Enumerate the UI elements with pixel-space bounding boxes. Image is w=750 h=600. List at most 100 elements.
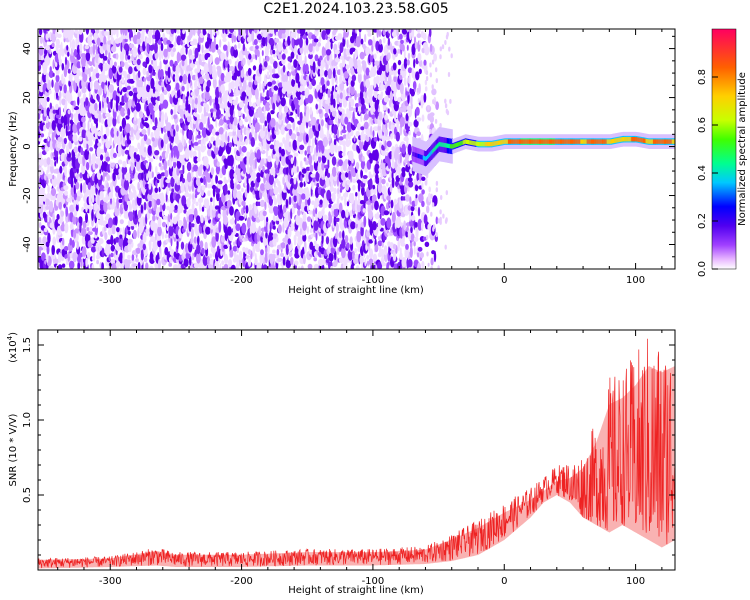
spectrogram-noise-cell [141, 129, 147, 135]
spectrogram-noise-cell [164, 151, 169, 159]
spectrogram-noise-cell [226, 226, 232, 236]
spectrogram-signal-core [526, 139, 529, 144]
spectrogram-signal-core [428, 153, 430, 159]
spectrogram-signal-core [456, 142, 458, 147]
spectrogram-noise-cell [417, 262, 422, 269]
spectrogram-noise-cell [258, 225, 261, 236]
spectrogram-noise-cell [407, 121, 413, 127]
spectrogram-noise-cell [341, 209, 346, 219]
spectrogram-noise-cell [76, 194, 81, 202]
spectrogram-noise-cell [45, 116, 49, 124]
spectrogram-noise-cell [87, 182, 92, 190]
spectrogram-noise-cell [228, 142, 233, 148]
spectrogram-noise-cell [193, 141, 199, 146]
spectrogram-noise-cell [217, 66, 222, 78]
spectrogram-noise-cell [50, 187, 57, 197]
spectrogram-noise-cell [69, 119, 73, 125]
spectrogram-noise-cell [145, 213, 148, 225]
spectrogram-signal-core [447, 143, 449, 148]
spectrogram-noise-cell [288, 159, 291, 169]
spectrogram-noise-cell [210, 29, 213, 40]
spectrogram-noise-cell [112, 116, 117, 127]
spectrogram-noise-cell [352, 110, 355, 123]
spectrogram-noise-cell [124, 29, 128, 36]
spectrogram-noise-cell [218, 220, 222, 233]
spectrogram-noise-cell [204, 91, 210, 102]
spectrogram-noise-cell [424, 86, 428, 92]
spectrogram-noise-cell [68, 260, 75, 269]
spectrogram-noise-cell [212, 186, 216, 198]
spectrogram-noise-cell [333, 138, 337, 146]
spectrogram-noise-cell [439, 216, 442, 222]
spectrogram-noise-cell [55, 74, 60, 83]
spectrogram-noise-cell [171, 124, 175, 130]
spectrogram-noise-cell [220, 52, 226, 61]
spectrogram-noise-cell [147, 145, 153, 156]
spectrogram-noise-cell [40, 133, 45, 138]
spectrogram-noise-cell [186, 172, 192, 183]
spectrogram-noise-cell [430, 265, 433, 269]
spectrogram-noise-cell [112, 152, 117, 159]
spectrogram-noise-cell [146, 84, 151, 93]
spectrogram-signal-core [468, 140, 470, 145]
spectrogram-noise-cell [362, 208, 367, 213]
spectrogram-noise-cell [374, 163, 380, 175]
spectrogram-noise-cell [207, 148, 213, 157]
spectrogram-noise-cell [315, 142, 319, 154]
spectrogram-noise-cell [414, 195, 418, 207]
spectrogram-noise-cell [427, 192, 432, 203]
spectrogram-noise-cell [442, 213, 445, 219]
spectrogram-noise-cell [278, 183, 282, 194]
spectrogram-noise-cell [75, 109, 81, 115]
spectrogram-noise-cell [403, 49, 406, 60]
spectrogram-noise-cell [151, 95, 157, 106]
spectrogram-noise-cell [407, 105, 413, 118]
spectrogram-noise-cell [51, 244, 55, 256]
spectrogram-noise-cell [374, 200, 379, 211]
spectrogram-noise-cell [165, 122, 172, 131]
spectrogram-signal-core [477, 141, 480, 147]
spectrogram-noise-cell [106, 96, 109, 104]
spectrogram-noise-cell [244, 189, 248, 198]
spectrogram-noise-cell [151, 198, 155, 209]
spectrogram-noise-cell [445, 108, 449, 114]
spectrogram-noise-cell [184, 147, 190, 160]
spectrogram-signal-core [557, 139, 559, 144]
spectrogram-noise-cell [294, 82, 298, 93]
spectrogram-signal-core [582, 139, 585, 144]
spectrogram-noise-cell [64, 190, 68, 196]
spectrogram-noise-cell [126, 139, 132, 145]
spectrogram-noise-cell [183, 209, 187, 214]
spectrogram-signal-core [497, 140, 499, 146]
spectrogram-noise-cell [123, 237, 129, 246]
spectrogram-noise-cell [230, 80, 235, 90]
spectrogram-noise-cell [359, 200, 365, 205]
spectrogram-noise-cell [242, 57, 246, 66]
spectrogram-noise-cell [350, 98, 355, 107]
spectrogram-signal-core [413, 152, 415, 157]
spectrogram-noise-cell [124, 61, 128, 67]
spectrogram-noise-cell [360, 113, 363, 123]
spectrogram-noise-cell [338, 106, 343, 111]
spectrogram-noise-cell [417, 98, 420, 103]
spectrogram-noise-cell [193, 111, 198, 117]
spectrogram-noise-cell [400, 39, 404, 45]
spectrogram-noise-cell [52, 212, 55, 224]
spectrogram-signal-core [514, 139, 516, 144]
spectrogram-noise-cell [136, 160, 142, 172]
spectrogram-noise-cell [240, 29, 247, 36]
spectrogram-noise-cell [368, 258, 374, 266]
spectrogram-noise-cell [118, 168, 121, 174]
spectrogram-noise-cell [48, 265, 54, 269]
spectrogram-noise-cell [310, 233, 314, 238]
spectrogram-noise-cell [245, 138, 249, 145]
spectrogram-noise-cell [414, 41, 418, 50]
spectrogram-noise-cell [275, 155, 279, 166]
spectrogram-noise-cell [336, 129, 339, 139]
spectrogram-noise-cell [152, 86, 156, 94]
spectrogram-signal-core [563, 139, 566, 144]
spectrogram-signal-core [486, 141, 489, 147]
spectrogram-noise-cell [190, 120, 193, 129]
spectrogram-noise-cell [292, 187, 298, 196]
spectrogram-noise-cell [417, 206, 421, 217]
